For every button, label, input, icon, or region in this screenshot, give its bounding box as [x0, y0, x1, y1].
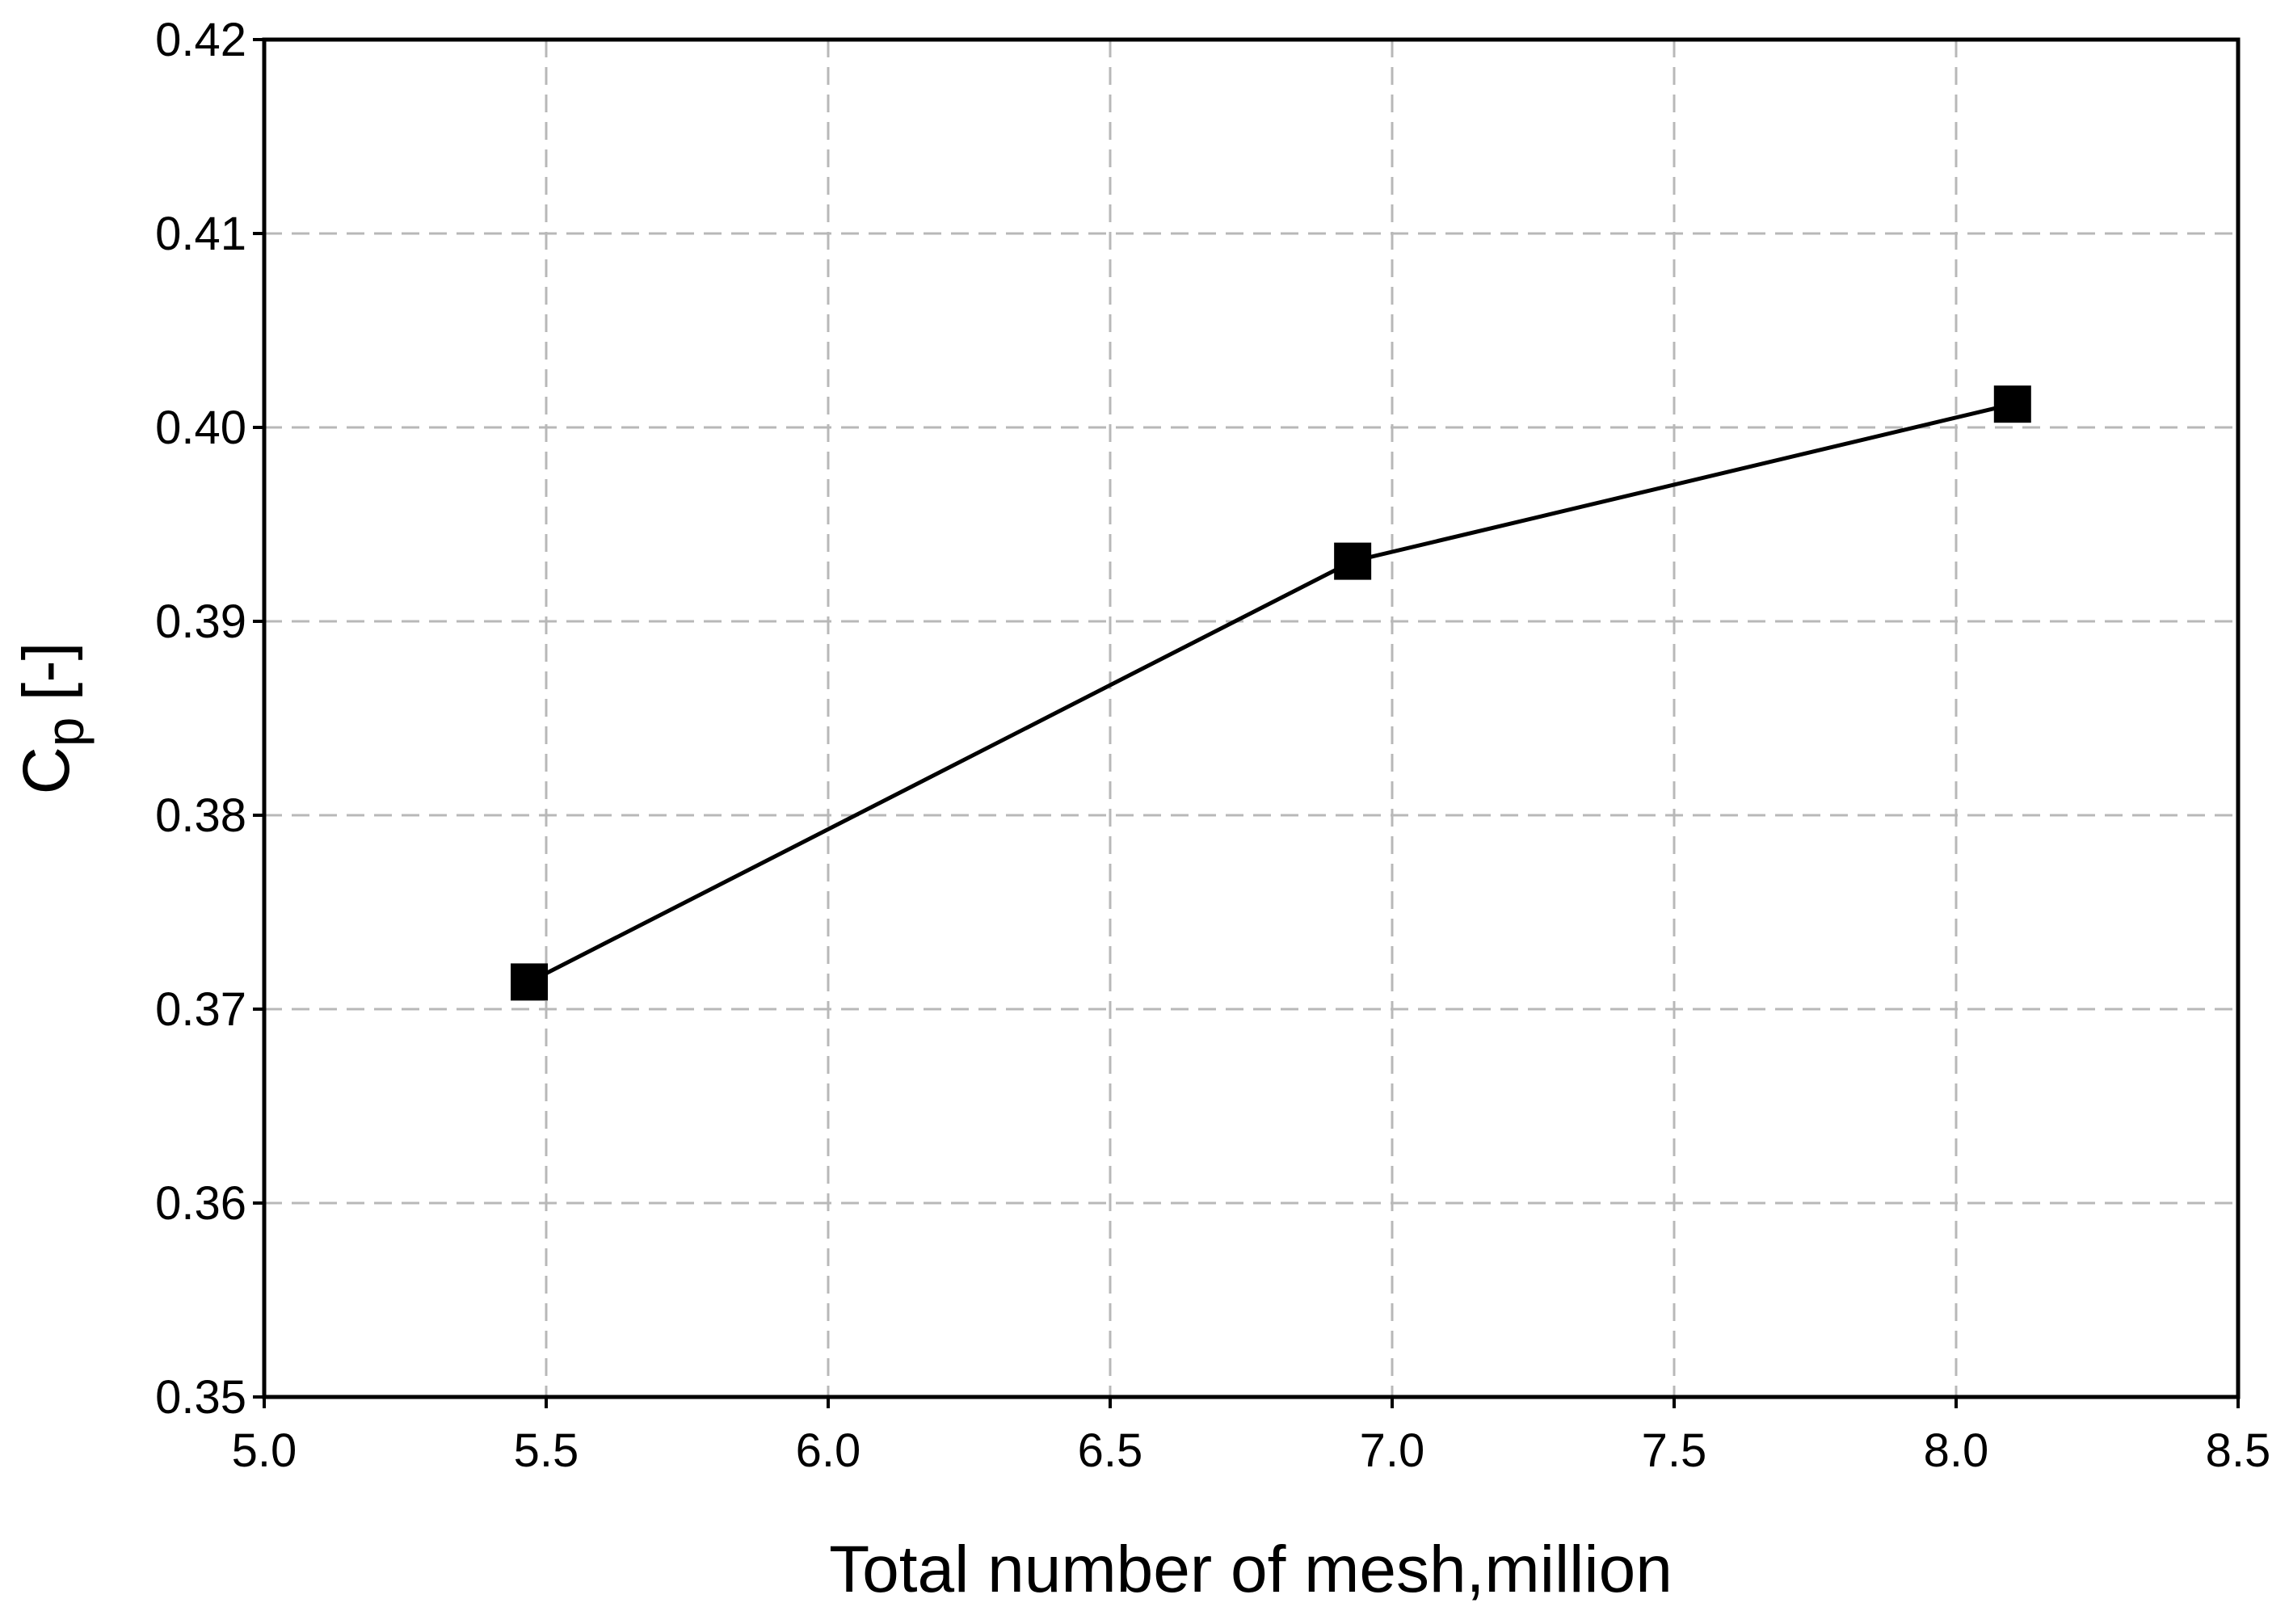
- x-tick-label: 6.5: [1078, 1424, 1143, 1477]
- y-tick-label: 0.40: [155, 402, 246, 454]
- y-label-symbol: C: [10, 747, 83, 794]
- y-axis-label: Cp [-]: [10, 642, 95, 795]
- y-label-unit: [-]: [10, 642, 83, 701]
- x-tick-label: 5.5: [514, 1424, 579, 1477]
- x-tick-label: 7.0: [1360, 1424, 1425, 1477]
- x-tick-label: 6.0: [796, 1424, 861, 1477]
- marker: [1993, 385, 2031, 423]
- x-tick-label: 7.5: [1642, 1424, 1707, 1477]
- y-tick-label: 0.42: [155, 14, 246, 66]
- x-tick-label: 8.0: [1924, 1424, 1989, 1477]
- series-line: [528, 402, 2013, 984]
- y-tick-label: 0.35: [155, 1371, 246, 1424]
- x-axis-label: Total number of mesh,million: [829, 1533, 1673, 1606]
- marker: [1334, 542, 1372, 580]
- y-tick-label: 0.39: [155, 595, 246, 648]
- x-tick-label: 5.0: [232, 1424, 297, 1477]
- x-tick-label: 8.5: [2206, 1424, 2271, 1477]
- y-tick-label: 0.41: [155, 208, 246, 260]
- y-label-subscript: p: [35, 717, 95, 747]
- y-tick-label: 0.37: [155, 983, 246, 1036]
- marker: [511, 963, 549, 1001]
- plot-frame: [262, 37, 2241, 1399]
- y-tick-label: 0.38: [155, 789, 246, 842]
- y-tick-label: 0.36: [155, 1177, 246, 1230]
